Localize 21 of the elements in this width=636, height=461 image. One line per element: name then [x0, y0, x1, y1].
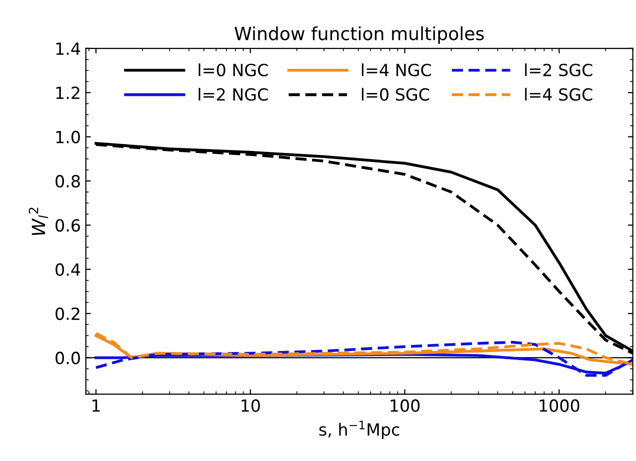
y-tick-label: 0.4 [56, 263, 80, 276]
x-tick-label: 1000 [540, 399, 580, 412]
x-tick-label: 10 [242, 399, 260, 412]
legend-label: l=2 SGC [525, 63, 592, 76]
legend-label: l=4 SGC [525, 88, 592, 101]
legend-label: l=4 NGC [362, 63, 431, 76]
x-tick-label: 1 [92, 400, 100, 412]
legend-label: l=0 SGC [362, 88, 430, 101]
y-tick-label: 1.2 [56, 86, 80, 99]
y-tick-label: 0.6 [56, 219, 80, 232]
x-tick-label: 100 [390, 399, 420, 412]
y-tick-label: 1.4 [56, 42, 80, 55]
legend-label: l=2 NGC [198, 88, 268, 101]
chart-title: Window function multipoles [234, 26, 484, 44]
y-tick-label: 0.0 [56, 352, 80, 364]
y-tick-label: 0.8 [56, 174, 80, 188]
y-tick-label: 1.0 [56, 130, 80, 144]
x-axis-title: s, h$^{−1}$Mpc [319, 420, 400, 440]
y-tick-label: 0.2 [56, 307, 80, 320]
legend-label: l=0 NGC [198, 63, 268, 76]
y-axis-title: W$_{l}$$^{2}$ [28, 208, 48, 235]
